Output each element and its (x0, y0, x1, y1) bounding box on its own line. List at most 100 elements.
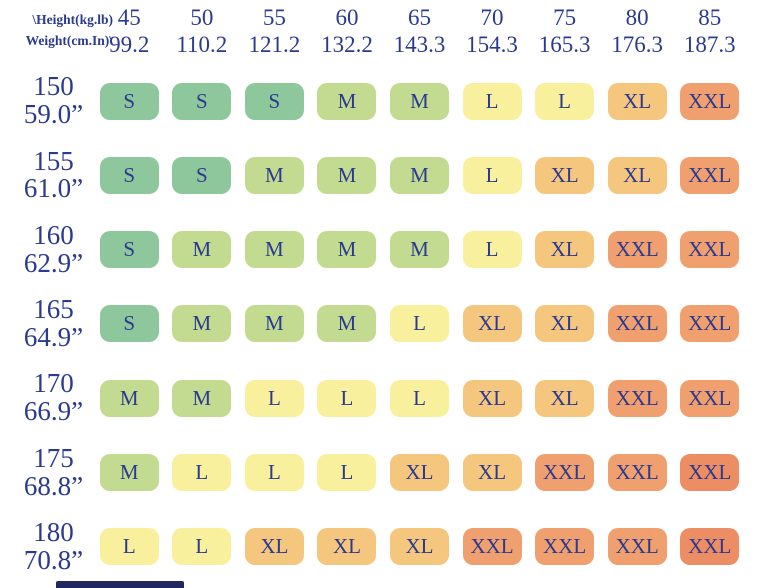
size-cell: XXL (601, 287, 674, 361)
size-cell: S (93, 64, 166, 138)
size-cell: XL (383, 510, 456, 584)
size-badge: XXL (535, 454, 595, 492)
column-header-weight: 70 154.3 (456, 0, 529, 64)
size-cell: XL (601, 64, 674, 138)
size-badge: S (99, 305, 159, 343)
size-badge: XXL (607, 528, 667, 566)
weight-kg-value: 65 (407, 5, 431, 30)
weight-lb-value: 176.3 (611, 32, 664, 57)
size-cell: XL (528, 287, 601, 361)
size-badge: L (389, 379, 449, 417)
size-cell: XXL (601, 361, 674, 435)
size-cell: L (238, 435, 311, 509)
size-cell: XL (528, 361, 601, 435)
size-cell: XXL (673, 287, 746, 361)
height-cm-value: 165 (33, 294, 74, 325)
size-badge: XXL (607, 231, 667, 269)
size-cell: XXL (528, 510, 601, 584)
weight-lb-value: 110.2 (176, 32, 228, 57)
size-badge: XL (607, 82, 667, 120)
size-badge: S (172, 156, 232, 194)
size-badge: M (99, 454, 159, 492)
size-cell: M (166, 213, 239, 287)
size-badge: M (244, 156, 304, 194)
size-badge: XXL (680, 82, 740, 120)
size-badge: S (244, 82, 304, 120)
size-cell: M (238, 138, 311, 212)
height-cm-value: 170 (33, 368, 74, 399)
weight-kg-value: 70 (480, 5, 504, 30)
weight-lb-value: 143.3 (393, 32, 446, 57)
size-cell: L (238, 361, 311, 435)
size-cell: XL (528, 138, 601, 212)
size-badge: L (462, 82, 522, 120)
size-cell: L (311, 361, 384, 435)
size-badge: XL (462, 379, 522, 417)
row-header-height: 160 62.9” (0, 213, 93, 287)
size-badge: XL (535, 379, 595, 417)
size-badge: XL (535, 231, 595, 269)
column-header-weight: 75 165.3 (528, 0, 601, 64)
size-badge: XXL (680, 528, 740, 566)
size-cell: M (311, 213, 384, 287)
size-cell: M (93, 361, 166, 435)
weight-kg-value: 50 (190, 5, 214, 30)
size-cell: S (93, 287, 166, 361)
weight-kg-value: 80 (625, 5, 649, 30)
row-header-height: 155 61.0” (0, 138, 93, 212)
height-in-value: 61.0” (23, 173, 84, 204)
size-cell: M (311, 64, 384, 138)
weight-lb-value: 132.2 (321, 32, 373, 57)
weight-kg-value: 60 (335, 5, 359, 30)
size-cell: XL (238, 510, 311, 584)
size-badge: L (99, 528, 159, 566)
size-badge: XXL (607, 454, 667, 492)
footer-bar-partial (56, 581, 184, 588)
size-badge: XL (535, 156, 595, 194)
weight-lb-value: 165.3 (538, 32, 591, 57)
column-header-weight: 85 187.3 (673, 0, 746, 64)
size-badge: M (389, 82, 449, 120)
size-badge: XXL (680, 156, 740, 194)
weight-kg-value: 45 (117, 5, 141, 30)
size-cell: L (166, 510, 239, 584)
size-cell: L (456, 64, 529, 138)
row-header-height: 180 70.8” (0, 510, 93, 584)
size-cell: XXL (601, 213, 674, 287)
height-cm-value: 160 (33, 219, 74, 250)
size-badge: XL (244, 528, 304, 566)
size-cell: XXL (456, 510, 529, 584)
size-cell: XL (528, 213, 601, 287)
size-badge: M (317, 82, 377, 120)
size-cell: S (93, 138, 166, 212)
size-cell: L (528, 64, 601, 138)
size-cell: XL (456, 361, 529, 435)
size-cell: XXL (673, 510, 746, 584)
size-badge: XL (535, 305, 595, 343)
weight-lb-value: 99.2 (109, 32, 150, 57)
size-cell: L (311, 435, 384, 509)
size-badge: XXL (462, 528, 522, 566)
size-cell: M (238, 287, 311, 361)
size-cell: M (238, 213, 311, 287)
size-badge: XL (389, 528, 449, 566)
size-cell: XXL (601, 510, 674, 584)
size-cell: XXL (673, 435, 746, 509)
weight-kg-value: 75 (553, 5, 577, 30)
column-axis-label: \Height(kg.lb) (32, 12, 113, 27)
size-badge: XL (607, 156, 667, 194)
size-badge: XL (462, 454, 522, 492)
column-header-weight: 65 143.3 (383, 0, 456, 64)
size-badge: XL (317, 528, 377, 566)
height-in-value: 66.9” (23, 396, 84, 427)
height-in-value: 64.9” (23, 321, 84, 352)
row-axis-label: Weight(cm.In)\ (25, 33, 113, 48)
size-badge: L (172, 454, 232, 492)
size-cell: L (456, 138, 529, 212)
size-badge: L (317, 454, 377, 492)
size-cell: M (93, 435, 166, 509)
size-cell: XXL (528, 435, 601, 509)
size-cell: XL (311, 510, 384, 584)
size-badge: L (172, 528, 232, 566)
size-badge: M (317, 156, 377, 194)
